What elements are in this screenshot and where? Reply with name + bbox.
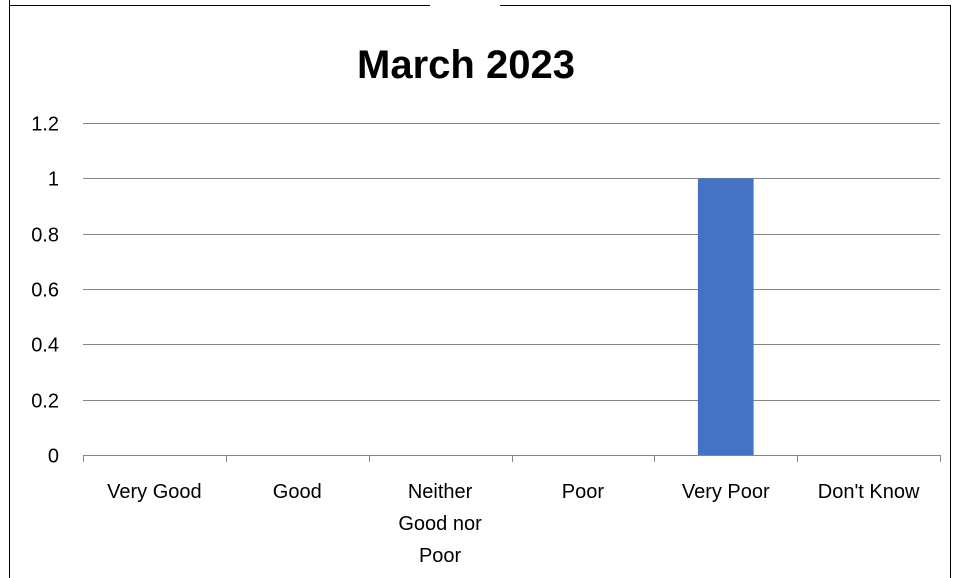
x-category-label-line: Good nor: [398, 513, 482, 535]
x-category-label-line: Poor: [562, 481, 605, 503]
x-category-label: Neither Good nor Poor: [398, 481, 482, 567]
y-tick-label: 0: [48, 446, 59, 468]
x-category-label: Poor: [562, 481, 605, 503]
y-tick-label: 0.8: [31, 225, 59, 247]
x-category-label: Very Good: [107, 481, 202, 503]
x-category-label-line: Very Good: [107, 481, 202, 503]
x-axis: [83, 455, 941, 462]
x-category-label: Very Poor: [682, 481, 770, 503]
y-tick-label: 0.2: [31, 391, 59, 413]
y-tick-label: 1.2: [31, 114, 59, 136]
y-tick-label: 0.6: [31, 280, 59, 302]
y-axis-tick-labels: 0 0.2 0.4 0.6 0.8 1 1.2: [31, 114, 59, 468]
y-tick-label: 0.4: [31, 335, 59, 357]
x-category-label-line: Neither: [408, 481, 473, 503]
x-category-label: Good: [273, 481, 322, 503]
x-category-label-line: Good: [273, 481, 322, 503]
chart-border: [9, 0, 951, 578]
x-axis-category-labels: Very Good Good Neither Good nor Poor Poor Very…: [107, 481, 920, 567]
x-category-label-line: Poor: [419, 545, 462, 567]
x-category-label: Don't Know: [818, 481, 920, 503]
bars: [697, 178, 754, 456]
chart-title: March 2023: [357, 43, 575, 87]
gridlines: [83, 123, 940, 401]
y-tick-label: 1: [48, 169, 59, 191]
x-category-label-line: Don't Know: [818, 481, 920, 503]
bar: [697, 178, 754, 456]
x-category-label-line: Very Poor: [682, 481, 770, 503]
